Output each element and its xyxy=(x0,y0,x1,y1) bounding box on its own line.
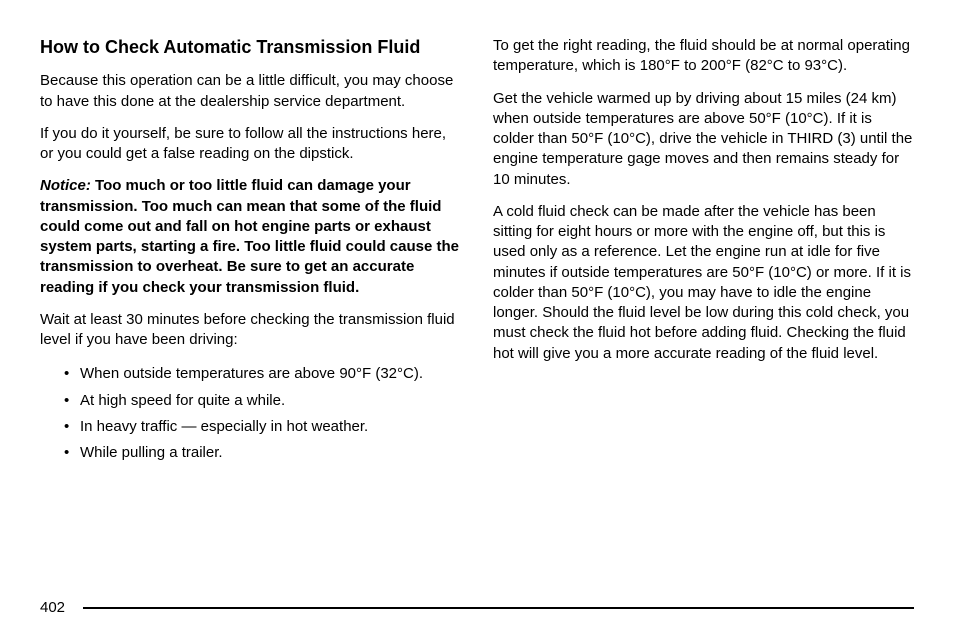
two-column-layout: How to Check Automatic Transmission Flui… xyxy=(40,36,914,587)
notice-body: Too much or too little fluid can damage … xyxy=(40,177,459,295)
paragraph: If you do it yourself, be sure to follow… xyxy=(40,124,461,165)
list-item: When outside temperatures are above 90°F… xyxy=(64,364,461,384)
notice-label: Notice: xyxy=(40,177,91,194)
paragraph: To get the right reading, the fluid shou… xyxy=(493,36,914,77)
bullet-list: When outside temperatures are above 90°F… xyxy=(40,364,461,469)
footer-rule xyxy=(83,607,914,609)
section-heading: How to Check Automatic Transmission Flui… xyxy=(40,36,461,59)
manual-page: How to Check Automatic Transmission Flui… xyxy=(0,0,954,636)
left-column: How to Check Automatic Transmission Flui… xyxy=(40,36,461,587)
paragraph: A cold fluid check can be made after the… xyxy=(493,202,914,364)
notice-block: Notice: Too much or too little fluid can… xyxy=(40,176,461,298)
list-item: At high speed for quite a while. xyxy=(64,391,461,411)
paragraph: Get the vehicle warmed up by driving abo… xyxy=(493,89,914,190)
list-item: While pulling a trailer. xyxy=(64,443,461,463)
paragraph: Wait at least 30 minutes before checking… xyxy=(40,310,461,351)
list-item: In heavy traffic — especially in hot wea… xyxy=(64,417,461,437)
page-footer: 402 xyxy=(40,599,914,616)
page-number: 402 xyxy=(40,599,65,616)
right-column: To get the right reading, the fluid shou… xyxy=(493,36,914,587)
paragraph: Because this operation can be a little d… xyxy=(40,71,461,112)
